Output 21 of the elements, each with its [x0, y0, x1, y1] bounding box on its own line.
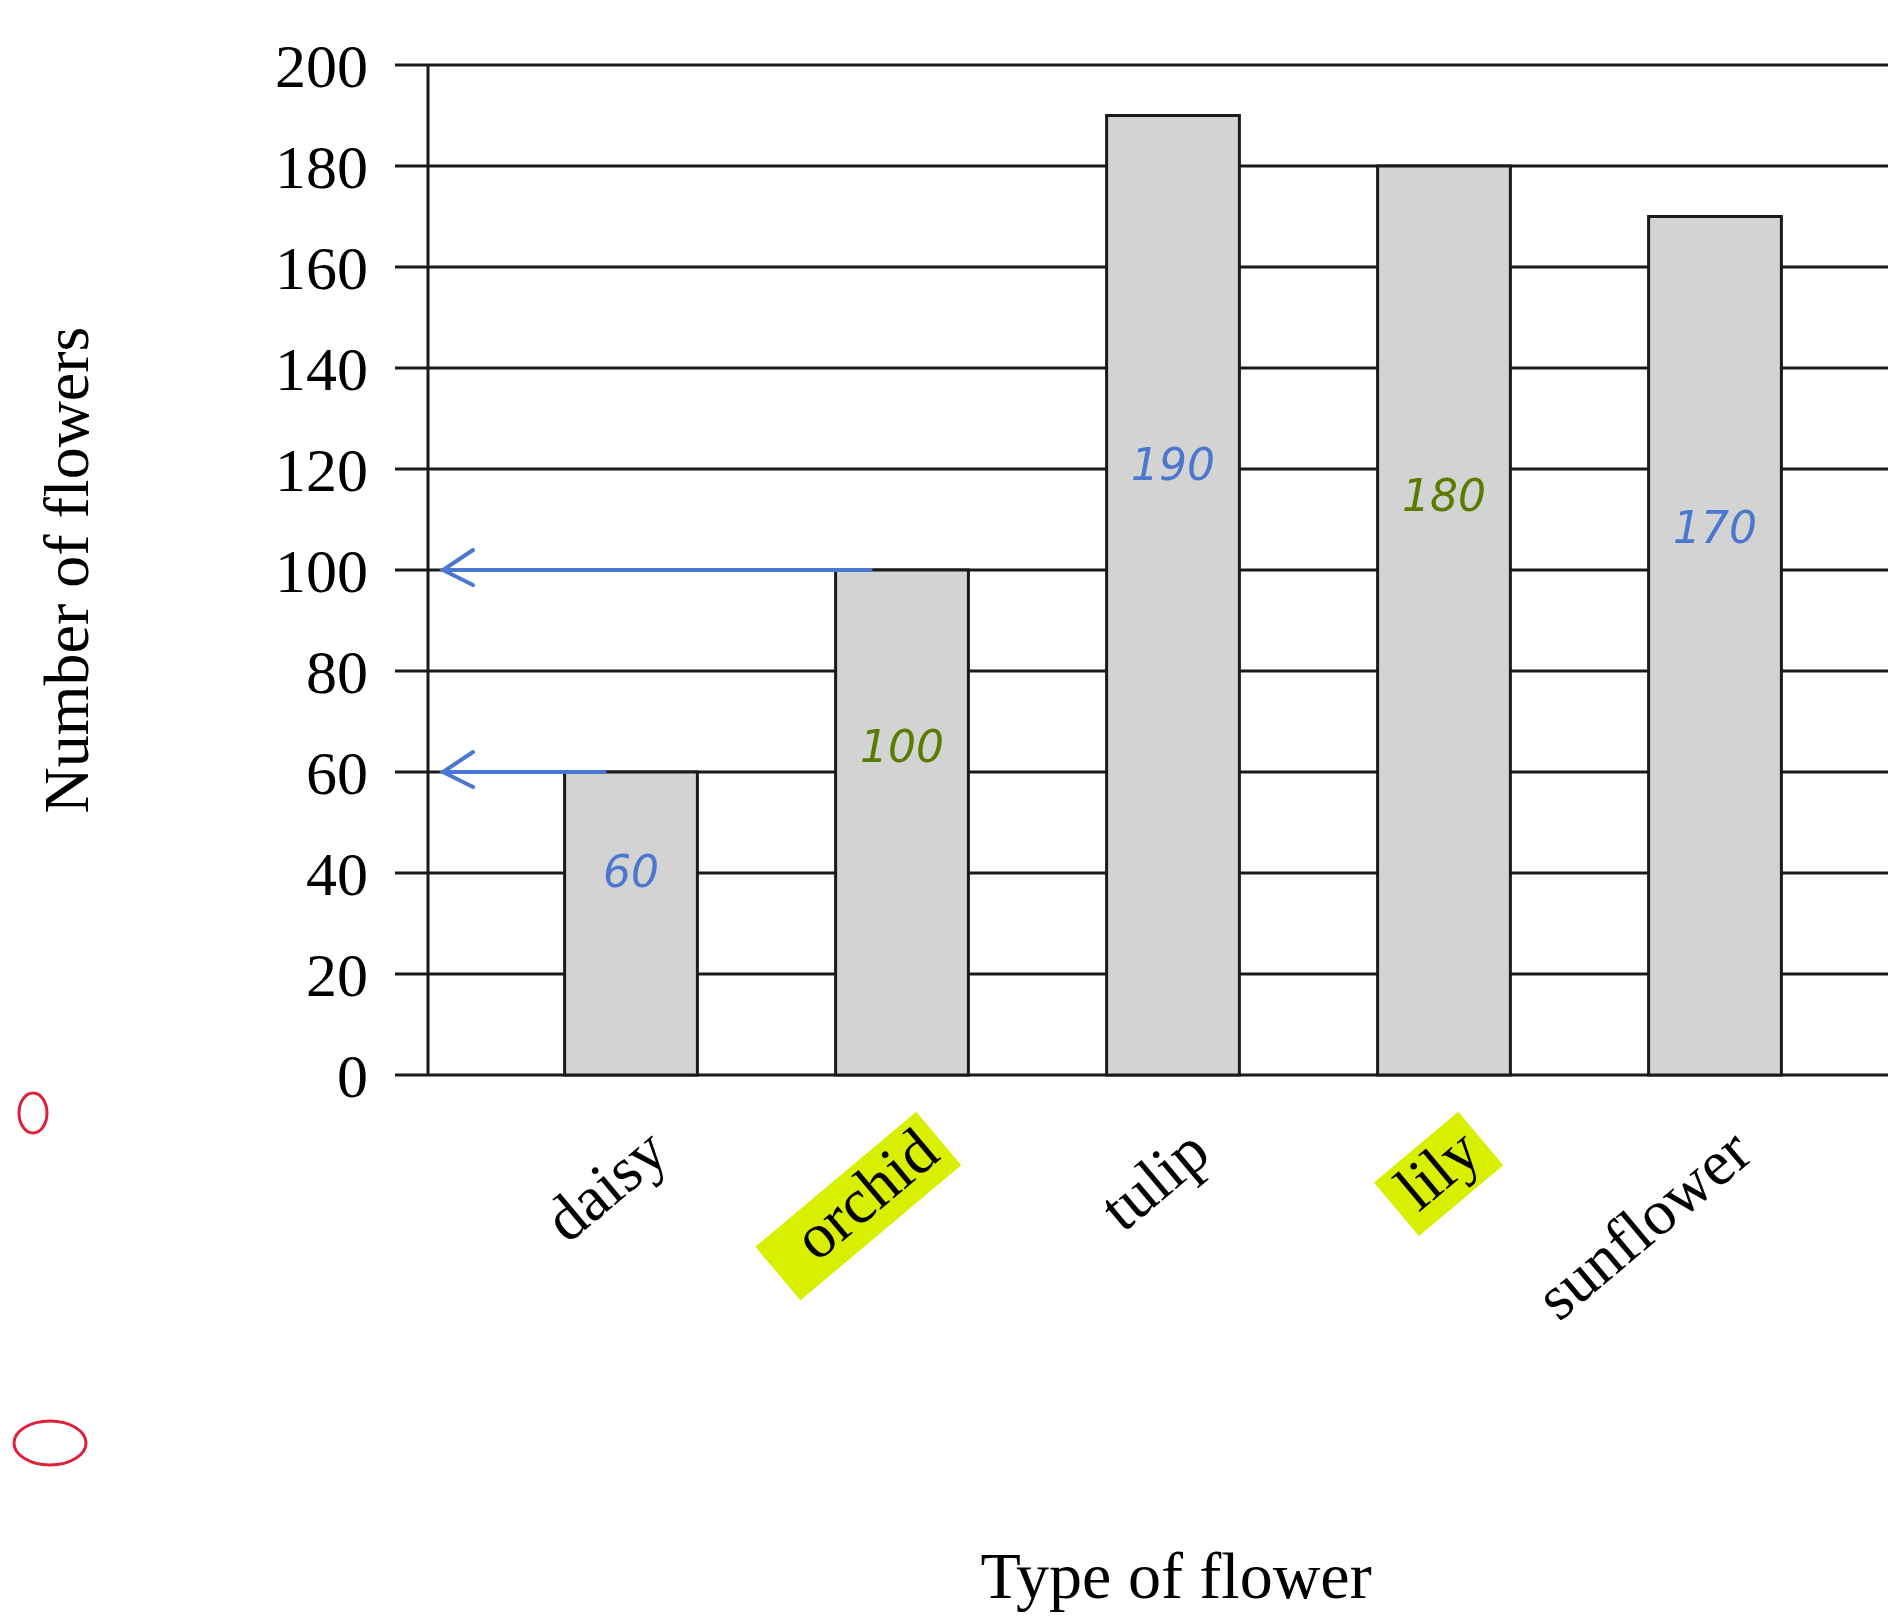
y-tick-label: 200 [275, 31, 368, 100]
x-tick-label: daisy [530, 1114, 680, 1256]
y-tick-label: 100 [275, 536, 368, 605]
data-label: 100 [860, 720, 944, 772]
x-tick-label: lily [1381, 1114, 1493, 1224]
y-tick-label: 140 [275, 334, 368, 403]
y-tick-label: 120 [275, 435, 368, 504]
y-tick-label: 0 [337, 1041, 368, 1110]
data-label: 60 [603, 846, 659, 898]
y-tick-label: 20 [306, 940, 368, 1009]
y-tick-label: 180 [275, 132, 368, 201]
data-label: 170 [1673, 501, 1757, 553]
data-label: 190 [1131, 439, 1215, 491]
y-tick-label: 40 [306, 839, 368, 908]
y-tick-label: 80 [306, 637, 368, 706]
y-axis-title: Number of flowers [31, 326, 102, 814]
x-tick-label: tulip [1086, 1114, 1222, 1245]
y-tick-label: 160 [275, 233, 368, 302]
y-tick-label: 60 [306, 738, 368, 807]
data-label: 180 [1402, 470, 1486, 522]
x-axis-title: Type of flower [980, 1539, 1372, 1612]
